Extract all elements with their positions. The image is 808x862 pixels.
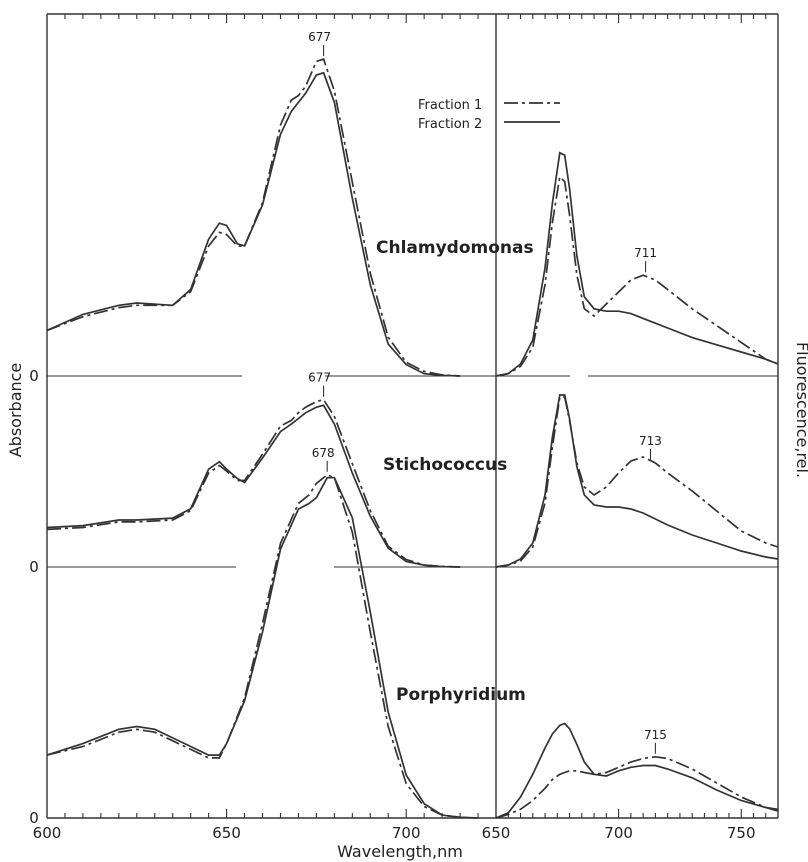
x-tick-label-fluorescence: 750 <box>727 824 756 842</box>
fluorescence-fraction-1-stichococcus <box>495 396 779 568</box>
peak-label-absorbance-stichococcus: 677 <box>308 371 331 385</box>
y-zero-label: 0 <box>29 367 39 385</box>
legend: Fraction 1 Fraction 2 <box>418 98 560 132</box>
absorbance-fraction-1-porphyridium <box>46 473 479 819</box>
organism-label-stichococcus: Stichococcus <box>383 455 507 475</box>
absorbance-fraction-2-porphyridium <box>46 476 479 819</box>
x-tick-label-absorbance: 600 <box>33 824 62 842</box>
absorbance-fraction-2-chlamydomonas <box>46 71 461 377</box>
organism-label-chlamydomonas: Chlamydomonas <box>376 238 534 258</box>
absorbance-fraction-1-chlamydomonas <box>46 58 461 377</box>
fluorescence-fraction-2-chlamydomonas <box>495 151 779 377</box>
legend-label-fraction-1: Fraction 1 <box>418 98 482 113</box>
organism-label-porphyridium: Porphyridium <box>396 685 526 705</box>
peak-label-absorbance-porphyridium: 678 <box>312 446 335 460</box>
peak-label-fluorescence-chlamydomonas: 711 <box>634 246 657 260</box>
y-zero-label: 0 <box>29 809 39 827</box>
chart-labels: Wavelength,nm Absorbance Fluorescence,re… <box>6 238 808 861</box>
x-axis-label: Wavelength,nm <box>337 842 463 861</box>
fluorescence-fraction-2-porphyridium <box>495 722 779 819</box>
y-zero-label: 0 <box>29 558 39 576</box>
axis-ticks: 600 650 700 650 700 750 0 0 0 <box>29 14 767 842</box>
absorbance-fraction-1-stichococcus <box>46 398 461 568</box>
y-axis-label-right: Fluorescence,rel. <box>793 342 808 478</box>
spectra-curves <box>46 58 779 819</box>
peak-label-absorbance-chlamydomonas: 677 <box>308 30 331 44</box>
peak-annotations: 677 711 677 713 678 715 <box>308 30 667 754</box>
fluorescence-fraction-2-stichococcus <box>495 394 779 568</box>
peak-label-fluorescence-porphyridium: 715 <box>644 728 667 742</box>
fluorescence-fraction-1-chlamydomonas <box>495 175 779 377</box>
peak-label-fluorescence-stichococcus: 713 <box>639 434 662 448</box>
x-tick-label-fluorescence: 700 <box>604 824 633 842</box>
y-axis-label-left: Absorbance <box>6 363 25 458</box>
fluorescence-fraction-1-porphyridium <box>495 755 779 819</box>
x-tick-label-absorbance: 650 <box>212 824 241 842</box>
plot-frame <box>46 13 779 819</box>
x-tick-label-fluorescence: 650 <box>482 824 511 842</box>
absorbance-fraction-2-stichococcus <box>46 404 461 568</box>
x-tick-label-absorbance: 700 <box>392 824 421 842</box>
legend-label-fraction-2: Fraction 2 <box>418 117 482 132</box>
